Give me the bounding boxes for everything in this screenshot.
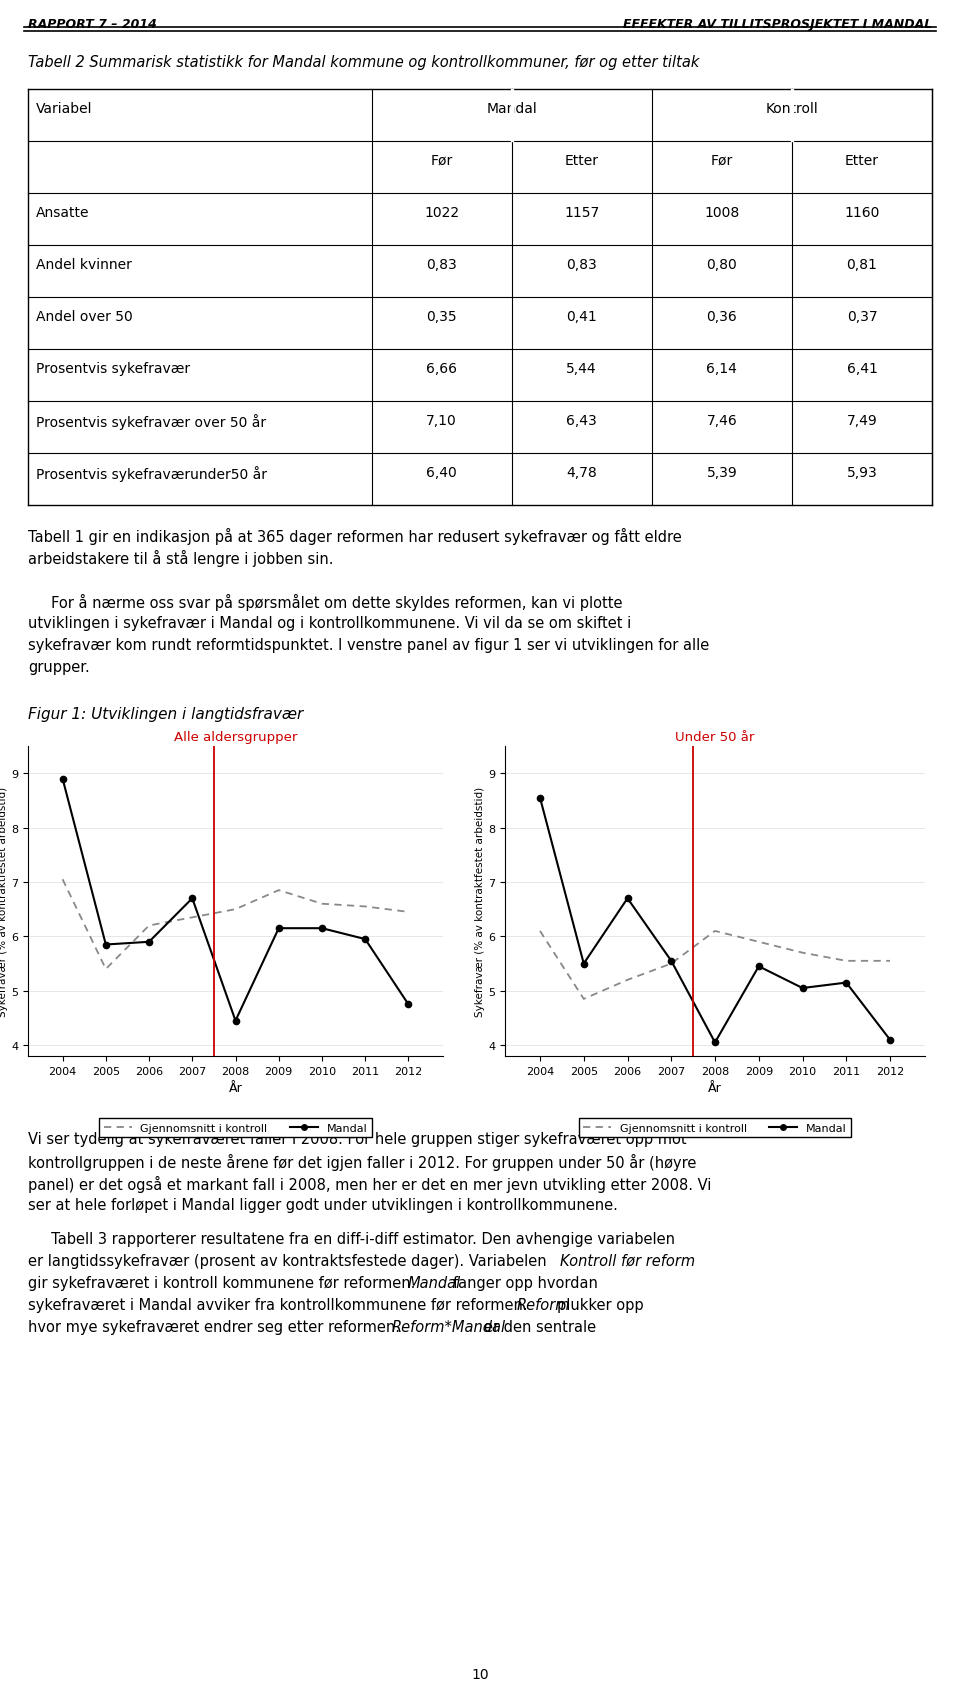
Text: Reform: Reform [517, 1297, 570, 1312]
Text: 4,78: 4,78 [566, 466, 597, 479]
Text: 0,35: 0,35 [426, 309, 457, 325]
Text: ser at hele forløpet i Mandal ligger godt under utviklingen i kontrollkommunene.: ser at hele forløpet i Mandal ligger god… [28, 1198, 618, 1213]
Text: sykefraværet i Mandal avviker fra kontrollkommunene før reformen.: sykefraværet i Mandal avviker fra kontro… [28, 1297, 528, 1312]
Title: Under 50 år: Under 50 år [675, 732, 755, 743]
Text: Andel over 50: Andel over 50 [36, 309, 132, 325]
Text: Mandal: Mandal [408, 1275, 461, 1290]
Legend: Gjennomsnitt i kontroll, Mandal: Gjennomsnitt i kontroll, Mandal [579, 1119, 852, 1137]
Text: grupper.: grupper. [28, 659, 89, 674]
Text: arbeidstakere til å stå lengre i jobben sin.: arbeidstakere til å stå lengre i jobben … [28, 550, 333, 567]
Text: 5,39: 5,39 [707, 466, 737, 479]
Text: 10: 10 [471, 1667, 489, 1680]
Text: fanger opp hvordan: fanger opp hvordan [453, 1275, 598, 1290]
Text: RAPPORT 7 – 2014: RAPPORT 7 – 2014 [28, 19, 156, 30]
Title: Alle aldersgrupper: Alle aldersgrupper [174, 732, 298, 743]
Text: 0,37: 0,37 [847, 309, 877, 325]
Text: Ansatte: Ansatte [36, 205, 89, 220]
Text: 5,44: 5,44 [566, 362, 597, 375]
Text: 1008: 1008 [705, 205, 739, 220]
Text: Prosentvis sykefraværunder50 år: Prosentvis sykefraværunder50 år [36, 466, 267, 481]
Y-axis label: Sykefravær (% av kontraktfestet arbeidstid): Sykefravær (% av kontraktfestet arbeidst… [0, 787, 9, 1016]
Text: 0,80: 0,80 [707, 257, 737, 272]
Text: 7,10: 7,10 [426, 414, 457, 427]
Text: For å nærme oss svar på spørsmålet om dette skyldes reformen, kan vi plotte: For å nærme oss svar på spørsmålet om de… [28, 594, 622, 611]
Text: 0,83: 0,83 [566, 257, 597, 272]
Y-axis label: Sykefravær (% av kontraktfestet arbeidstid): Sykefravær (% av kontraktfestet arbeidst… [475, 787, 486, 1016]
Text: 5,93: 5,93 [847, 466, 877, 479]
Text: 6,14: 6,14 [707, 362, 737, 375]
Text: 6,41: 6,41 [847, 362, 877, 375]
Text: 1157: 1157 [564, 205, 599, 220]
Text: Før: Før [710, 155, 732, 168]
Text: plukker opp: plukker opp [557, 1297, 643, 1312]
Text: Andel kvinner: Andel kvinner [36, 257, 132, 272]
Text: hvor mye sykefraværet endrer seg etter reformen.: hvor mye sykefraværet endrer seg etter r… [28, 1319, 400, 1334]
Text: gir sykefraværet i kontroll kommunene før reformen.: gir sykefraværet i kontroll kommunene fø… [28, 1275, 416, 1290]
Legend: Gjennomsnitt i kontroll, Mandal: Gjennomsnitt i kontroll, Mandal [99, 1119, 372, 1137]
Text: Variabel: Variabel [36, 103, 92, 116]
Text: Etter: Etter [564, 155, 599, 168]
X-axis label: År: År [708, 1082, 722, 1095]
Text: 6,40: 6,40 [426, 466, 457, 479]
Text: 0,81: 0,81 [847, 257, 877, 272]
Text: 7,49: 7,49 [847, 414, 877, 427]
Text: 0,83: 0,83 [426, 257, 457, 272]
Text: panel) er det også et markant fall i 2008, men her er det en mer jevn utvikling : panel) er det også et markant fall i 200… [28, 1176, 711, 1193]
Text: 1022: 1022 [424, 205, 459, 220]
Text: Tabell 2 Summarisk statistikk for Mandal kommune og kontrollkommuner, før og ett: Tabell 2 Summarisk statistikk for Mandal… [28, 56, 700, 71]
Text: 6,66: 6,66 [426, 362, 457, 375]
Text: er den sentrale: er den sentrale [484, 1319, 596, 1334]
Text: 1160: 1160 [844, 205, 879, 220]
Text: Etter: Etter [845, 155, 879, 168]
X-axis label: År: År [228, 1082, 242, 1095]
Text: 7,46: 7,46 [707, 414, 737, 427]
Text: EFFEKTER AV TILLITSPROSJEKTET I MANDAL: EFFEKTER AV TILLITSPROSJEKTET I MANDAL [623, 19, 932, 30]
Text: Kontroll før reform: Kontroll før reform [560, 1253, 695, 1268]
Text: Før: Før [430, 155, 453, 168]
Text: Prosentvis sykefravær: Prosentvis sykefravær [36, 362, 190, 375]
Text: Vi ser tydelig at sykefraværet faller i 2008. For hele gruppen stiger sykefravær: Vi ser tydelig at sykefraværet faller i … [28, 1132, 686, 1147]
Text: er langtidssykefravær (prosent av kontraktsfestede dager). Variabelen: er langtidssykefravær (prosent av kontra… [28, 1253, 546, 1268]
Text: Mandal: Mandal [487, 103, 537, 116]
Text: Prosentvis sykefravær over 50 år: Prosentvis sykefravær over 50 år [36, 414, 266, 429]
Text: utviklingen i sykefravær i Mandal og i kontrollkommunene. Vi vil da se om skifte: utviklingen i sykefravær i Mandal og i k… [28, 616, 632, 631]
Text: 6,43: 6,43 [566, 414, 597, 427]
Text: Tabell 3 rapporterer resultatene fra en diff-i-diff estimator. Den avhengige var: Tabell 3 rapporterer resultatene fra en … [28, 1231, 675, 1246]
Text: Figur 1: Utviklingen i langtidsfravær: Figur 1: Utviklingen i langtidsfravær [28, 706, 303, 722]
Text: 0,36: 0,36 [707, 309, 737, 325]
Text: 0,41: 0,41 [566, 309, 597, 325]
Text: Kontroll: Kontroll [765, 103, 818, 116]
Text: Tabell 1 gir en indikasjon på at 365 dager reformen har redusert sykefravær og f: Tabell 1 gir en indikasjon på at 365 dag… [28, 528, 682, 545]
Text: kontrollgruppen i de neste årene før det igjen faller i 2012. For gruppen under : kontrollgruppen i de neste årene før det… [28, 1154, 696, 1171]
Text: Reform*Mandal: Reform*Mandal [392, 1319, 506, 1334]
Text: sykefravær kom rundt reformtidspunktet. I venstre panel av figur 1 ser vi utvikl: sykefravær kom rundt reformtidspunktet. … [28, 637, 709, 653]
